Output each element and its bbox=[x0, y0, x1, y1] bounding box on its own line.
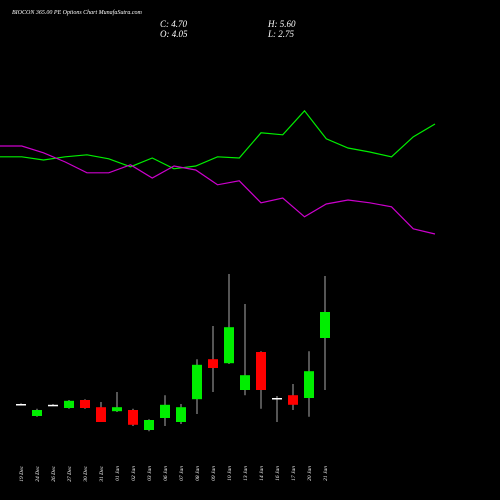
x-tick-label: 21 Jan bbox=[323, 466, 329, 481]
x-tick-label: 31 Dec bbox=[99, 465, 105, 482]
x-tick-label: 08 Jan bbox=[195, 466, 201, 481]
candle-body bbox=[160, 404, 170, 418]
x-tick-label: 24 Dec bbox=[34, 465, 41, 481]
candle-body bbox=[144, 420, 154, 430]
candle-body bbox=[96, 407, 106, 422]
candle-body bbox=[288, 395, 298, 405]
x-tick-label: 09 Jan bbox=[211, 466, 217, 481]
candle-body bbox=[32, 410, 42, 416]
candle-body bbox=[192, 364, 202, 400]
candle-body bbox=[272, 398, 282, 400]
ohlc-label: O: 4.05 bbox=[160, 29, 188, 39]
candle-body bbox=[208, 359, 218, 368]
x-tick-label: 02 Jan bbox=[131, 466, 137, 481]
ohlc-label: L: 2.75 bbox=[267, 29, 295, 39]
x-tick-label: 01 Jan bbox=[115, 466, 121, 481]
candle-body bbox=[80, 400, 90, 408]
x-tick-label: 03 Jan bbox=[147, 466, 153, 481]
candle-body bbox=[256, 352, 266, 390]
ohlc-label: H: 5.60 bbox=[267, 19, 296, 29]
candle-body bbox=[128, 410, 138, 425]
x-tick-label: 19 Dec bbox=[19, 465, 25, 481]
x-tick-label: 07 Jan bbox=[179, 466, 185, 481]
candle-body bbox=[16, 404, 26, 406]
indicator-line bbox=[0, 145, 436, 235]
x-tick-label: 06 Jan bbox=[163, 466, 169, 481]
chart-title: BIOCON 365.00 PE Options Chart MunafaSut… bbox=[12, 9, 142, 16]
candle-body bbox=[48, 404, 58, 407]
x-tick-label: 20 Jan bbox=[307, 466, 313, 481]
x-tick-label: 30 Dec bbox=[83, 465, 89, 482]
candle-body bbox=[224, 327, 234, 364]
x-tick-label: 14 Jan bbox=[258, 466, 265, 481]
candle-body bbox=[176, 407, 186, 422]
ohlc-label: C: 4.70 bbox=[160, 19, 188, 29]
candle-body bbox=[320, 312, 330, 338]
x-tick-label: 10 Jan bbox=[227, 466, 233, 481]
candle-body bbox=[112, 407, 122, 412]
x-tick-label: 13 Jan bbox=[243, 466, 249, 481]
indicator-line bbox=[0, 109, 436, 170]
candle-body bbox=[304, 371, 314, 398]
candle-body bbox=[240, 375, 250, 390]
x-tick-label: 16 Jan bbox=[275, 466, 281, 481]
x-tick-label: 17 Jan bbox=[291, 466, 297, 481]
x-tick-label: 27 Dec bbox=[67, 465, 73, 481]
candle-body bbox=[64, 400, 74, 408]
x-tick-label: 26 Dec bbox=[51, 465, 57, 481]
